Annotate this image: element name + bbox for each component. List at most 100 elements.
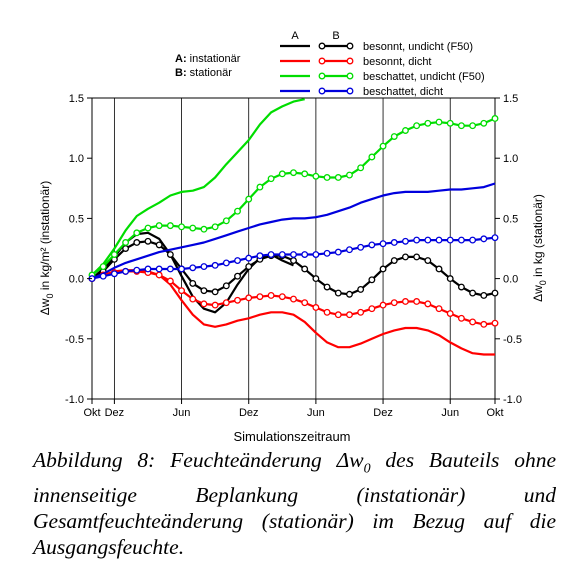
series-point-B-beschattet-dicht: [278, 251, 286, 258]
legend-marker-3-b: [346, 87, 354, 95]
series-point-B-besonnt-dicht: [469, 318, 477, 326]
series-point-B-beschattet-undicht: [110, 251, 118, 258]
series-point-B-beschattet-dicht: [357, 243, 365, 251]
series-point-B-beschattet-dicht: [133, 266, 141, 274]
legend-marker-2-a: [318, 72, 326, 80]
y-axis-label-right: Δw0 in kg (stationär): [531, 194, 548, 302]
series-point-B-besonnt-undicht: [401, 253, 409, 261]
series-point-B-beschattet-undicht: [267, 175, 275, 183]
x-axis-label: Simulationszeitraum: [233, 429, 350, 444]
series-point-B-besonnt-undicht: [413, 253, 421, 261]
legend-marker-1-a: [318, 57, 326, 65]
series-point-B-besonnt-dicht: [312, 304, 320, 311]
legend-marker-3-a: [318, 87, 326, 95]
x-tick-label: Dez: [373, 407, 393, 419]
series-point-B-beschattet-undicht: [491, 115, 499, 122]
series-point-B-beschattet-dicht: [346, 246, 353, 254]
y-tick-label-right: 1.5: [503, 93, 518, 105]
series-point-B-beschattet-undicht: [469, 122, 477, 130]
series-point-B-beschattet-undicht: [256, 183, 264, 191]
series-point-B-besonnt-dicht: [480, 320, 488, 328]
series-point-B-beschattet-dicht: [334, 248, 342, 256]
series-point-B-beschattet-undicht: [290, 169, 297, 177]
series-point-B-besonnt-undicht: [357, 285, 365, 293]
y-tick-label-left: -0.5: [65, 334, 84, 346]
series-point-B-besonnt-dicht: [424, 300, 432, 308]
series-point-B-beschattet-undicht: [155, 222, 163, 230]
y-axis-label-left: Δw0 in kg/m² (instationär): [38, 181, 55, 315]
series-point-B-besonnt-dicht: [211, 301, 219, 309]
series-point-B-besonnt-undicht: [323, 283, 331, 291]
series-point-B-beschattet-dicht: [166, 265, 174, 273]
series-point-B-besonnt-undicht: [301, 265, 309, 273]
series-point-B-beschattet-undicht: [222, 217, 230, 225]
series-point-B-besonnt-undicht: [200, 287, 208, 295]
series-point-B-beschattet-undicht: [413, 122, 421, 130]
figure-caption: Abbildung 8: Feuchteänderung Δw0 des Bau…: [33, 447, 556, 560]
series-point-B-besonnt-dicht: [390, 299, 398, 307]
series-point-B-besonnt-dicht: [323, 308, 331, 316]
y-tick-label-right: 0.0: [503, 274, 518, 286]
series-point-B-beschattet-undicht: [144, 224, 152, 232]
series-point-B-beschattet-undicht: [312, 172, 320, 180]
series-point-B-besonnt-dicht: [222, 299, 230, 307]
y-tick-label-left: -1.0: [65, 394, 84, 406]
series-point-B-besonnt-undicht: [390, 257, 398, 264]
series-point-B-beschattet-dicht: [446, 236, 454, 244]
series-point-B-beschattet-dicht: [301, 251, 309, 258]
y-tick-label-left: 1.0: [69, 153, 84, 165]
series-point-B-beschattet-undicht: [178, 223, 186, 231]
y-tick-label-left: 0.0: [69, 274, 84, 286]
series-point-B-besonnt-dicht: [166, 277, 174, 285]
series-point-B-besonnt-dicht: [446, 310, 454, 317]
legend: A: instationär B: stationär A B besonnt,…: [175, 30, 485, 98]
x-tick-label: Jun: [173, 407, 191, 419]
series-point-B-beschattet-dicht: [110, 270, 118, 278]
series-point-B-beschattet-dicht: [290, 251, 297, 258]
series-point-B-besonnt-undicht: [424, 257, 432, 264]
series-point-B-beschattet-dicht: [424, 236, 432, 244]
series-point-B-besonnt-dicht: [200, 300, 208, 308]
series-point-B-besonnt-undicht: [122, 245, 130, 252]
series-point-B-besonnt-dicht: [368, 305, 376, 313]
series-point-B-besonnt-undicht: [144, 237, 152, 245]
series-point-B-beschattet-dicht: [312, 251, 320, 258]
series-point-B-beschattet-undicht: [346, 171, 353, 179]
series-point-B-besonnt-dicht: [155, 271, 163, 279]
legend-marker-0-b: [346, 42, 354, 50]
legend-header-b: B: [332, 30, 339, 42]
x-tick-label: Okt: [486, 407, 503, 419]
series-point-B-besonnt-undicht: [334, 289, 342, 297]
series-point-B-beschattet-dicht: [144, 265, 152, 273]
series-point-B-beschattet-undicht: [480, 119, 488, 127]
y-tick-label-left: 0.5: [69, 213, 84, 225]
series-point-B-besonnt-undicht: [469, 289, 477, 297]
series-point-B-beschattet-dicht: [401, 237, 409, 245]
series-point-B-besonnt-undicht: [290, 257, 297, 264]
series-point-B-besonnt-undicht: [166, 251, 174, 258]
legend-entry-label: beschattet, undicht (F50): [363, 71, 485, 83]
series-point-B-besonnt-dicht: [301, 299, 309, 307]
series-point-B-beschattet-dicht: [99, 272, 107, 280]
series-point-B-beschattet-undicht: [424, 119, 432, 127]
series-point-B-besonnt-dicht: [346, 311, 353, 319]
series-point-B-beschattet-undicht: [234, 207, 241, 215]
series-point-B-beschattet-dicht: [256, 252, 264, 260]
x-tick-label: Dez: [239, 407, 259, 419]
series-point-B-beschattet-dicht: [368, 241, 376, 249]
series-point-B-besonnt-dicht: [457, 314, 465, 322]
series-point-B-beschattet-dicht: [155, 265, 163, 273]
series-point-B-beschattet-dicht: [234, 257, 241, 264]
series-line-A-beschattet-undicht: [91, 98, 305, 276]
series-point-B-besonnt-undicht: [222, 282, 230, 290]
series-point-B-besonnt-dicht: [267, 292, 275, 299]
series-layer: [88, 98, 499, 356]
series-point-B-beschattet-dicht: [222, 259, 230, 267]
series-point-B-besonnt-undicht: [312, 275, 320, 283]
x-tick-label: Okt: [83, 407, 100, 419]
series-point-B-besonnt-dicht: [234, 296, 241, 304]
series-point-B-besonnt-undicht: [491, 289, 499, 297]
y-tick-label-right: -1.0: [503, 394, 522, 406]
legend-marker-1-b: [346, 57, 354, 65]
series-point-B-beschattet-undicht: [245, 195, 253, 203]
